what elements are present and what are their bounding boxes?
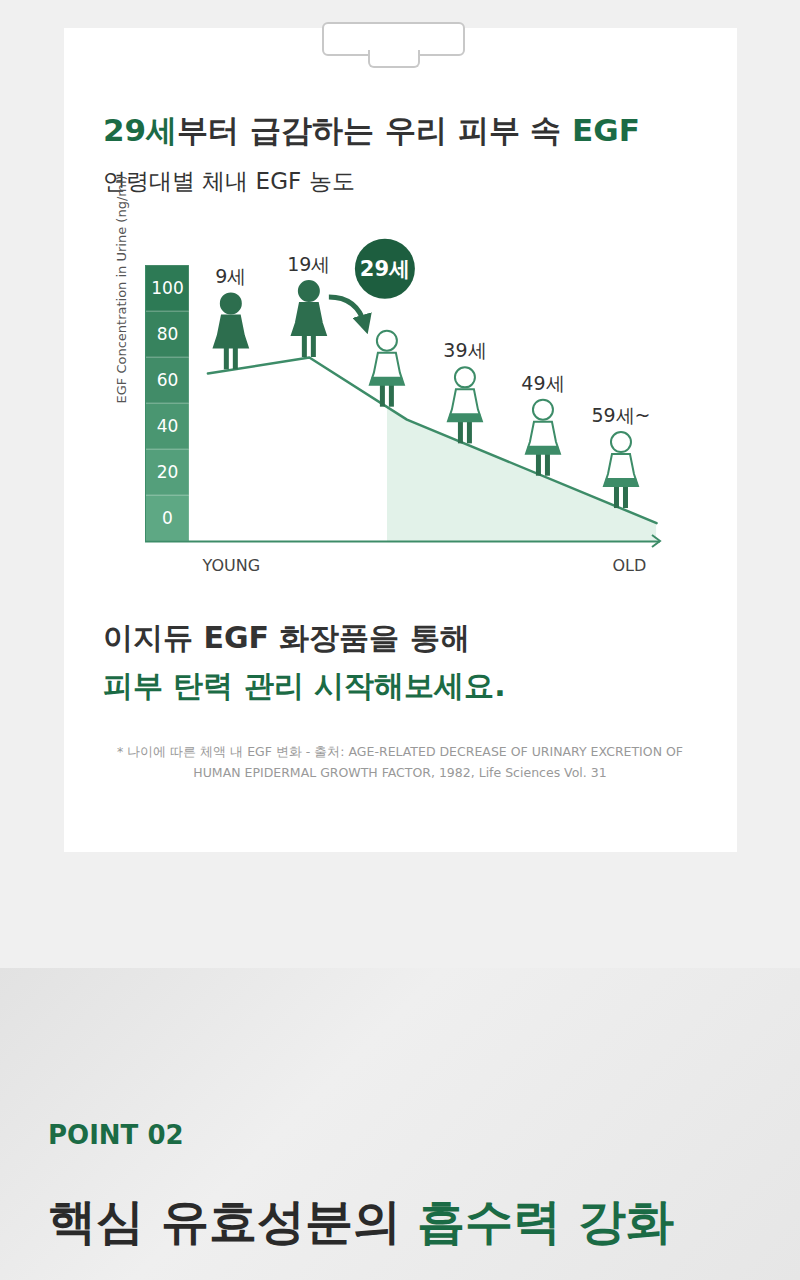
- svg-text:100: 100: [151, 278, 183, 298]
- svg-text:20: 20: [157, 462, 179, 482]
- html-text:이지듀 EGF 화장품을 통해: 이지듀 EGF 화장품을 통해: [103, 620, 470, 655]
- svg-text:29세: 29세: [360, 257, 410, 281]
- svg-text:39세: 39세: [443, 339, 486, 361]
- html-text:핵심 유효성분의흡수력 강화: 핵심 유효성분의흡수력 강화: [48, 1193, 675, 1249]
- svg-text:EGF Concentration in Urine (ng: EGF Concentration in Urine (ng/ml): [114, 175, 129, 403]
- svg-text:YOUNG: YOUNG: [202, 556, 261, 575]
- svg-text:49세: 49세: [521, 372, 564, 394]
- svg-text:OLD: OLD: [612, 556, 646, 575]
- html-text:* 나이에 따른 체액 내 EGF 변화 - 출처: AGE: * 나이에 따른 체액 내 EGF 변화 - 출처: AGE-RELATED D…: [117, 744, 683, 759]
- html-text:연령대별 체내 EGF 농도: 연령대별 체내 EGF 농도: [103, 168, 355, 194]
- svg-text:40: 40: [157, 416, 179, 436]
- html-text:피부 탄력 관리 시작해보세요.: 피부 탄력 관리 시작해보세요.: [103, 668, 506, 703]
- html-text:29세부터 급감하는 우리 피부 속EGF: 29세부터 급감하는 우리 피부 속EGF: [103, 112, 640, 148]
- svg-text:80: 80: [157, 324, 179, 344]
- svg-text:59세~: 59세~: [591, 404, 650, 426]
- svg-text:0: 0: [162, 508, 173, 528]
- svg-text:9세: 9세: [215, 265, 246, 287]
- svg-text:60: 60: [157, 370, 179, 390]
- svg-text:19세: 19세: [287, 253, 330, 275]
- html-text:POINT 02: POINT 02: [48, 1120, 184, 1150]
- html-text:HUMAN EPIDERMAL GROWTH FACTOR,: HUMAN EPIDERMAL GROWTH FACTOR, 1982, Lif…: [193, 765, 607, 780]
